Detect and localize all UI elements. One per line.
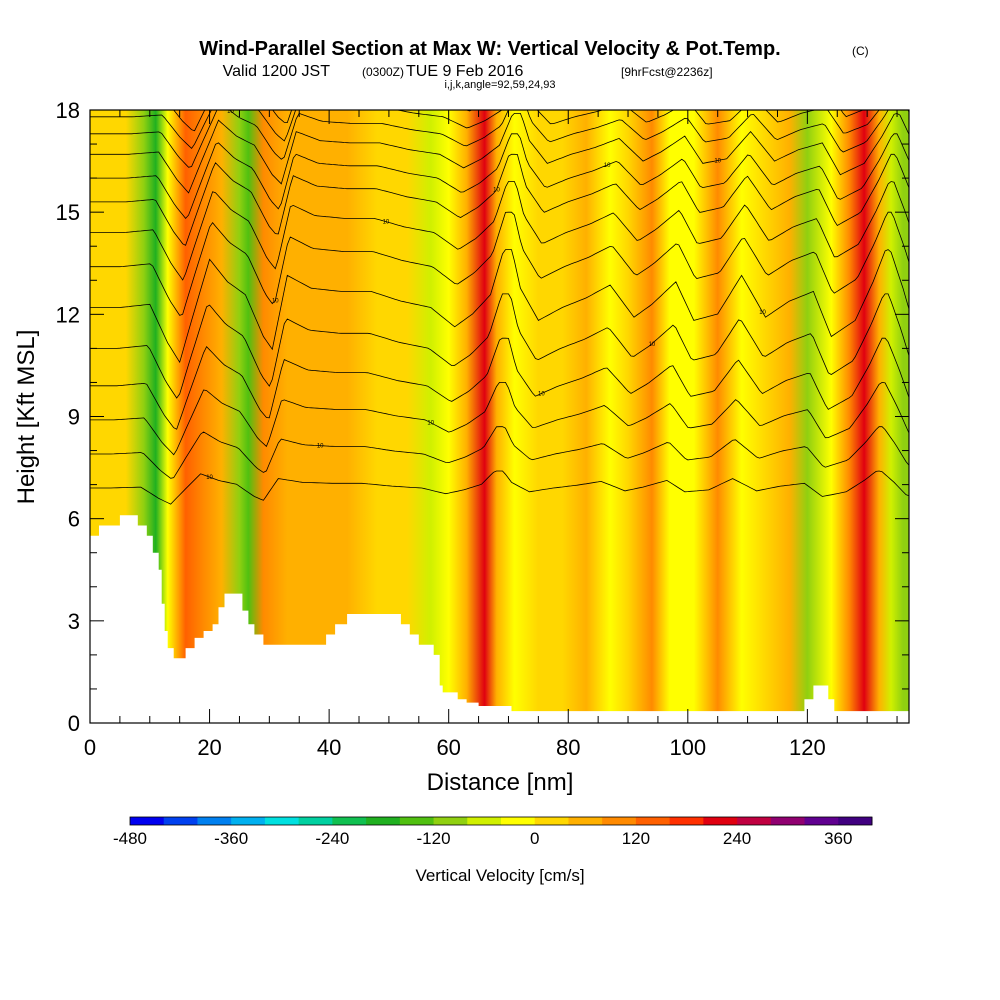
theta-contour-2: [90, 381, 909, 456]
x-tick-label-60: 60: [436, 735, 460, 760]
colorbar-cell-19: [770, 817, 806, 825]
colorbar-cell-0: [130, 817, 165, 825]
theta-contour-7: [90, 181, 909, 281]
theta-contour-label-11: 10: [227, 109, 234, 115]
colorbar-tick-labels: -480 -360 -240 -120 0 120 240 360: [113, 829, 852, 848]
x-tick-label-100: 100: [669, 735, 706, 760]
y-axis-label: Height [Kft MSL]: [13, 330, 40, 505]
colorbar-cell-17: [703, 817, 738, 825]
theta-contour-label-1: 10: [317, 444, 324, 450]
x-tick-label-20: 20: [197, 735, 221, 760]
valid-prefix: Valid 1200 JST: [223, 63, 331, 80]
section-info: i,j,k,angle=92,59,24,93: [444, 79, 555, 91]
terrain-mask: [90, 515, 909, 723]
theta-contour-label-3: 10: [538, 392, 545, 398]
theta-contour-8: [90, 153, 909, 246]
theta-contour-label-13: 10: [448, 101, 455, 107]
colorbar-cell-14: [602, 817, 637, 825]
y-axis: 0 3 6 9 12 15 18: [56, 98, 909, 736]
theta-contour-1: [90, 426, 909, 479]
colorbar-cell-8: [399, 817, 435, 825]
valid-utc: (0300Z): [362, 65, 404, 79]
colorbar-cell-6: [332, 817, 367, 825]
theta-contour-5: [90, 249, 909, 364]
theta-contour-10: [90, 112, 909, 194]
theta-contour-12: [90, 110, 880, 150]
colorbar-cell-12: [534, 817, 569, 825]
colorbar-cell-3: [231, 817, 266, 825]
colorbar-cell-11: [501, 817, 536, 825]
colorbar-label--480: -480: [113, 829, 147, 848]
theta-contour-label-6: 10: [272, 298, 279, 304]
colorbar-label-360: 360: [824, 829, 852, 848]
colorbar-cell-21: [838, 817, 873, 825]
colorbar-cell-10: [467, 817, 502, 825]
x-axis-label: Distance [nm]: [427, 769, 574, 796]
x-tick-label-120: 120: [789, 735, 826, 760]
colorbar-cell-7: [366, 817, 401, 825]
theta-contour-label-2: 10: [427, 421, 434, 427]
colorbar: -480 -360 -240 -120 0 120 240 360 Vertical Velo…: [113, 816, 873, 885]
colorbar-label-240: 240: [723, 829, 751, 848]
x-tick-label-40: 40: [317, 735, 341, 760]
chart-title: Wind-Parallel Section at Max W: Vertical…: [199, 38, 868, 60]
colorbar-label-120: 120: [622, 829, 650, 848]
colorbar-cell-9: [433, 817, 468, 825]
y-tick-label-0: 0: [68, 711, 80, 736]
theta-contour-label-5: 10: [759, 310, 766, 316]
colorbar-label-0: 0: [530, 829, 539, 848]
colorbar-cell-4: [264, 817, 300, 825]
colorbar-cell-1: [163, 817, 198, 825]
title-copyright: (C): [852, 44, 869, 58]
theta-contour-label-8: 10: [493, 188, 500, 194]
theta-contour-label-9: 10: [604, 163, 611, 169]
colorbar-label--120: -120: [417, 829, 451, 848]
colorbar-cell-20: [804, 817, 839, 825]
forecast-info: [9hrFcst@2236z]: [621, 65, 713, 79]
colorbar-cell-13: [568, 817, 603, 825]
y-tick-label-6: 6: [68, 507, 80, 532]
chart-subtitle: Valid 1200 JST (0300Z) TUE 9 Feb 2016 [9…: [223, 63, 713, 91]
y-tick-label-3: 3: [68, 609, 80, 634]
x-tick-label-0: 0: [84, 735, 96, 760]
theta-contour-11: [90, 110, 909, 168]
colorbar-cell-15: [635, 817, 671, 825]
theta-label-bg-13: [448, 100, 456, 106]
theta-contour-9: [90, 133, 909, 220]
theta-contour-label-4: 10: [649, 342, 656, 348]
colorbar-label--240: -240: [315, 829, 349, 848]
x-tick-label-80: 80: [556, 735, 580, 760]
colorbar-label--360: -360: [214, 829, 248, 848]
colorbar-cells: [130, 817, 873, 825]
y-tick-label-9: 9: [68, 405, 80, 430]
theta-label-bg-12: [337, 104, 345, 110]
x-axis: 0 20 40 60 80 100 120: [84, 110, 898, 760]
colorbar-cell-18: [737, 817, 772, 825]
colorbar-frame: [129, 816, 873, 826]
colorbar-cell-16: [669, 817, 704, 825]
y-tick-label-15: 15: [56, 200, 80, 225]
theta-contour-label-0: 10: [206, 475, 213, 481]
theta-contour-3: [90, 337, 909, 430]
theta-contour-0: [90, 470, 909, 505]
colorbar-title: Vertical Velocity [cm/s]: [415, 866, 584, 885]
y-tick-label-18: 18: [56, 98, 80, 123]
valid-date: TUE 9 Feb 2016: [406, 63, 524, 80]
title-main: Wind-Parallel Section at Max W: Vertical…: [199, 38, 780, 60]
theta-contour-label-7: 10: [383, 220, 390, 226]
theta-contour-4: [90, 293, 909, 399]
y-tick-label-12: 12: [56, 302, 80, 327]
theta-contour-6: [90, 211, 909, 316]
colorbar-cell-2: [197, 817, 232, 825]
colorbar-cell-5: [298, 817, 333, 825]
theta-contour-label-10: 10: [714, 159, 721, 165]
